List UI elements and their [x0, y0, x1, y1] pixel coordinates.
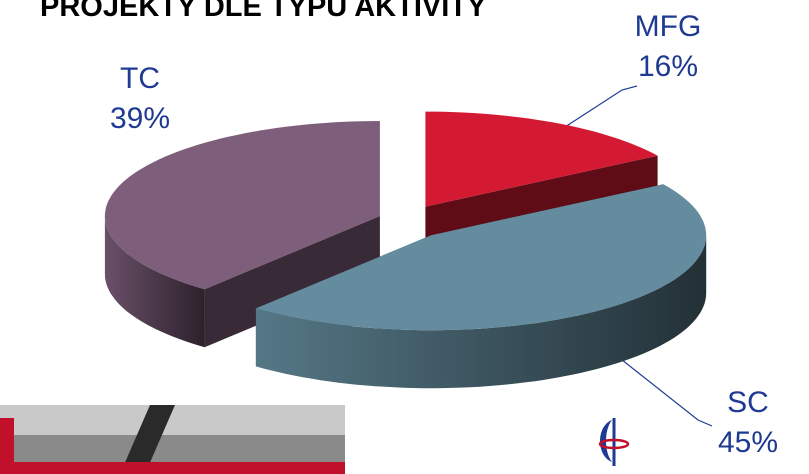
pie: [105, 112, 706, 389]
logo: [600, 418, 628, 466]
chart-title: PROJEKTY DLE TYPU AKTIVITY: [40, 0, 486, 23]
photo: [0, 405, 345, 474]
slice-name: MFG: [635, 10, 702, 43]
slice-value: 16%: [638, 50, 698, 83]
slice-name: TC: [120, 62, 160, 95]
leader-line: [612, 352, 712, 426]
chart: PROJEKTY DLE TYPU AKTIVITY MFG 16% SC 45% TC…: [0, 0, 809, 474]
slice-value: 45%: [718, 426, 778, 459]
slice-value: 39%: [110, 102, 170, 135]
slice-name: SC: [727, 386, 769, 419]
